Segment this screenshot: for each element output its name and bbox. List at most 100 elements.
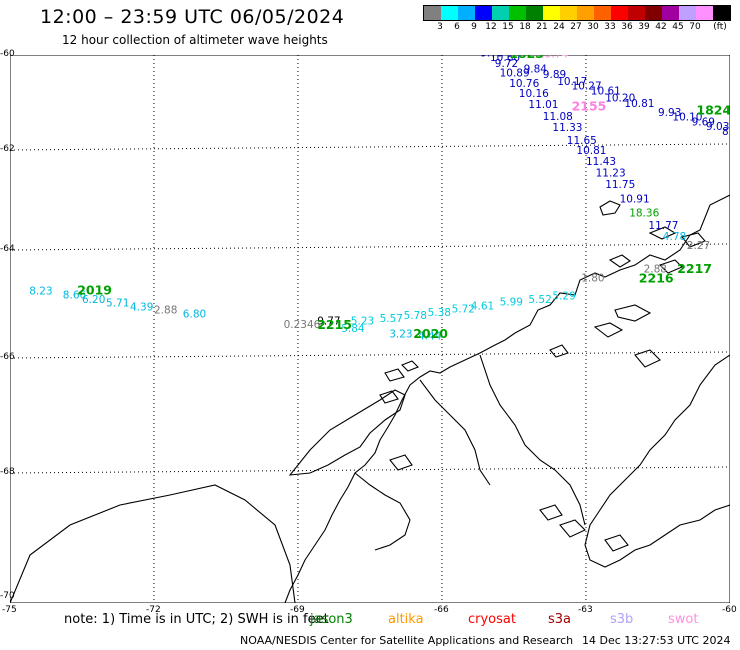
- color-swatch-1: [441, 6, 458, 20]
- color-swatch-2: [458, 6, 475, 20]
- wave-height-value: 11.77: [648, 220, 678, 232]
- lat-label: -70: [0, 591, 15, 601]
- wave-height-value: 10.16: [519, 88, 549, 100]
- color-scale-label: 24: [553, 22, 565, 32]
- color-swatch-5: [509, 6, 526, 20]
- color-scale-label: 33: [604, 22, 616, 32]
- color-swatch-11: [611, 6, 628, 20]
- wave-height-value: 5.72: [452, 304, 475, 316]
- track-time-label: 1823: [509, 55, 544, 61]
- color-swatch-9: [577, 6, 594, 20]
- wave-height-value: 10.76: [509, 78, 539, 90]
- lat-label: -66: [0, 352, 15, 362]
- wave-height-value: 10.81: [576, 145, 606, 157]
- wave-height-value: 9.84: [524, 64, 548, 76]
- wave-height-value: 10.81: [624, 98, 654, 110]
- wave-height-value: 1.80: [581, 272, 604, 284]
- wave-height-value: 8.66: [63, 290, 87, 302]
- color-scale-label: 12: [485, 22, 497, 32]
- track-time-label: 2155: [572, 99, 607, 114]
- wave-height-value: 9.72: [495, 58, 518, 70]
- wave-height-value: 4.78: [663, 231, 686, 243]
- color-swatch-10: [594, 6, 611, 20]
- color-scale-label: 9: [471, 22, 477, 32]
- satellite-legend-s3a: s3a: [548, 612, 572, 627]
- track-time-label: 2217: [677, 261, 712, 276]
- wave-height-value: 11.43: [586, 156, 616, 168]
- lon-label: -60: [722, 605, 737, 615]
- wave-height-value: 10.61: [591, 85, 621, 97]
- satellite-legend-altika: altika: [388, 612, 424, 627]
- wave-height-value: 5.23: [351, 316, 374, 328]
- color-swatch-13: [645, 6, 662, 20]
- wave-height-value: 11.75: [605, 179, 635, 191]
- parallel-line: [10, 243, 730, 251]
- wave-height-value: 2.88: [644, 264, 667, 276]
- color-swatch-12: [628, 6, 645, 20]
- lon-label: -63: [578, 605, 593, 615]
- color-scale-label: 18: [519, 22, 531, 32]
- wave-height-value: 11.01: [528, 99, 558, 111]
- wave-height-value: 5.84: [341, 323, 365, 335]
- map-title: 12:00 – 23:59 UTC 06/05/2024: [40, 6, 345, 28]
- satellite-legend-s3b: s3b: [610, 612, 634, 627]
- lat-label: -62: [0, 144, 15, 154]
- wave-height-value: 10.17: [557, 76, 587, 88]
- wave-height-value: 15.74: [538, 55, 568, 60]
- wave-height-value: 5.78: [404, 310, 427, 322]
- color-scale-label: 6: [454, 22, 460, 32]
- wave-height-value: 10.91: [620, 194, 650, 206]
- lat-label: -64: [0, 244, 15, 254]
- wave-height-value: 5.57: [380, 313, 403, 325]
- graticule: [10, 55, 730, 603]
- map-frame: [10, 55, 730, 603]
- footer-timestamp: 14 Dec 13:27:53 UTC 2024: [582, 634, 731, 647]
- wave-height-value: 9.03: [706, 121, 729, 133]
- wave-height-value: 8.23: [29, 285, 52, 297]
- wave-height-value: 5.71: [106, 298, 129, 310]
- wave-height-value: 2.88: [154, 305, 177, 317]
- wave-height-value: 4.44: [418, 331, 442, 343]
- wave-height-value: 3.23: [389, 328, 412, 340]
- wave-height-value: 8.11: [722, 126, 730, 138]
- color-scale-label: 30: [587, 22, 599, 32]
- wave-height-value: 5.29: [552, 291, 575, 303]
- satellite-legend-jason3: jason3: [310, 612, 353, 627]
- color-swatch-0: [424, 6, 441, 20]
- color-scale-label: 36: [621, 22, 633, 32]
- lon-label: -75: [2, 605, 17, 615]
- wave-height-value: 10.27: [572, 81, 602, 93]
- wave-height-value: 11.23: [596, 168, 626, 180]
- satellite-legend-cryosat: cryosat: [468, 612, 516, 627]
- track-time-label: 2020: [413, 326, 448, 341]
- color-scale-label: 3: [437, 22, 443, 32]
- color-swatch-14: [662, 6, 679, 20]
- lat-label: -68: [0, 467, 15, 477]
- lon-label: -69: [290, 605, 305, 615]
- color-scale-label: 39: [638, 22, 650, 32]
- parallel-line: [10, 351, 730, 359]
- track-time-label: 1824: [696, 102, 730, 117]
- wave-height-value: 6.80: [183, 309, 206, 321]
- wave-height-value: 4.39: [130, 301, 153, 313]
- wave-height-value: 10.20: [605, 93, 635, 105]
- wave-height-value: 9.89: [543, 69, 566, 81]
- parallel-line: [10, 466, 730, 474]
- color-scale-labels: 3 6 9 12 15 18 21 24 27 30 33 36 39 42 45 70 (ft): [423, 22, 740, 36]
- track-time-label: 2215: [317, 317, 352, 332]
- parallel-line: [10, 143, 730, 151]
- coastline: [10, 194, 730, 603]
- color-swatch-17: [713, 6, 730, 20]
- color-swatch-4: [492, 6, 509, 20]
- color-scale-label: 45: [672, 22, 684, 32]
- wave-height-value: 4.61: [471, 300, 494, 312]
- wave-height-value: 18.36: [629, 208, 659, 220]
- wave-height-value: 5.52: [528, 294, 551, 306]
- color-swatch-7: [543, 6, 560, 20]
- color-swatch-15: [679, 6, 696, 20]
- satellite-legend-swot: swot: [668, 612, 699, 627]
- map-subtitle: 12 hour collection of altimeter wave hei…: [62, 33, 328, 47]
- lon-label: -72: [146, 605, 161, 615]
